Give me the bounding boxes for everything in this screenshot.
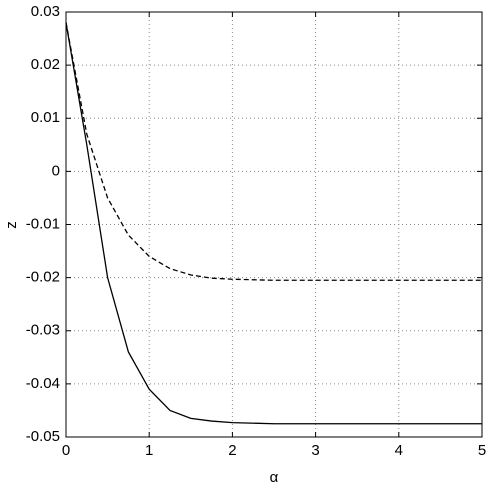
y-axis-label: z <box>3 221 20 229</box>
x-tick-label: 2 <box>228 442 236 459</box>
y-tick-label: 0.02 <box>31 56 60 73</box>
y-tick-label: -0.05 <box>26 428 60 445</box>
y-tick-label: -0.01 <box>26 215 60 232</box>
x-tick-label: 1 <box>145 442 153 459</box>
y-tick-label: -0.02 <box>26 269 60 286</box>
plot-frame <box>65 11 483 438</box>
line-series <box>65 22 482 281</box>
x-tick-label: 4 <box>395 442 403 459</box>
y-tick-label: 0.03 <box>31 3 60 20</box>
x-tick-label: 0 <box>62 442 70 459</box>
x-tick-label: 5 <box>478 442 486 459</box>
x-axis-label: α <box>270 469 279 486</box>
x-tick-label: 3 <box>311 442 319 459</box>
line-series <box>65 22 482 425</box>
y-tick-label: -0.03 <box>26 322 60 339</box>
y-tick-label: 0.01 <box>31 109 60 126</box>
y-tick-label: -0.04 <box>26 375 60 392</box>
y-tick-label: 0 <box>52 162 60 179</box>
